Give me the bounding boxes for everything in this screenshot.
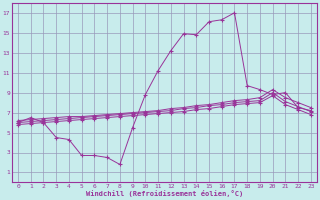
X-axis label: Windchill (Refroidissement éolien,°C): Windchill (Refroidissement éolien,°C): [86, 190, 243, 197]
